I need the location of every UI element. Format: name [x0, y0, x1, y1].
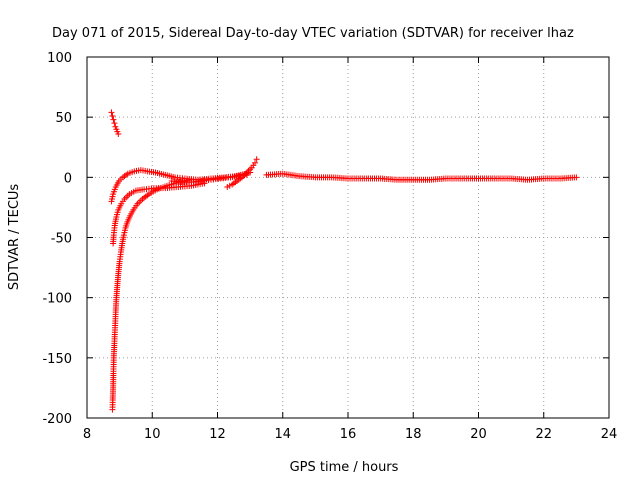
- y-tick-labels: 100 50 0 -50 -100 -150 -200: [42, 51, 72, 427]
- y-tick-label: 0: [64, 171, 72, 186]
- data-point: [108, 109, 115, 116]
- x-tick-label: 24: [601, 427, 618, 442]
- x-axis-label: GPS time / hours: [290, 460, 399, 475]
- chart-title: Day 071 of 2015, Sidereal Day-to-day VTE…: [52, 26, 574, 41]
- data-point: [110, 116, 117, 123]
- x-tick-label: 18: [405, 427, 422, 442]
- data-point: [252, 159, 259, 166]
- y-tick-label: -100: [42, 292, 72, 307]
- data-point: [111, 120, 118, 127]
- data-point: [253, 156, 260, 163]
- x-tick-label: 8: [83, 427, 91, 442]
- x-tick-label: 22: [535, 427, 552, 442]
- x-tick-label: 16: [340, 427, 357, 442]
- y-tick-label: 100: [47, 51, 72, 66]
- x-tick-labels: 8 10 12 14 16 18 20 22 24: [83, 427, 617, 442]
- axis-ticks: [86, 56, 610, 419]
- data-points: [108, 109, 580, 413]
- y-tick-label: -200: [42, 412, 72, 427]
- data-point: [573, 174, 580, 181]
- grid: [87, 57, 609, 418]
- y-tick-label: -150: [42, 352, 72, 367]
- y-tick-label: 50: [55, 111, 72, 126]
- x-tick-label: 20: [470, 427, 487, 442]
- y-axis-label: SDTVAR / TECUs: [7, 184, 22, 291]
- y-tick-label: -50: [51, 232, 72, 247]
- data-point: [109, 112, 116, 119]
- x-tick-label: 12: [209, 427, 226, 442]
- data-point: [115, 131, 122, 138]
- x-tick-label: 14: [274, 427, 291, 442]
- x-tick-label: 10: [144, 427, 161, 442]
